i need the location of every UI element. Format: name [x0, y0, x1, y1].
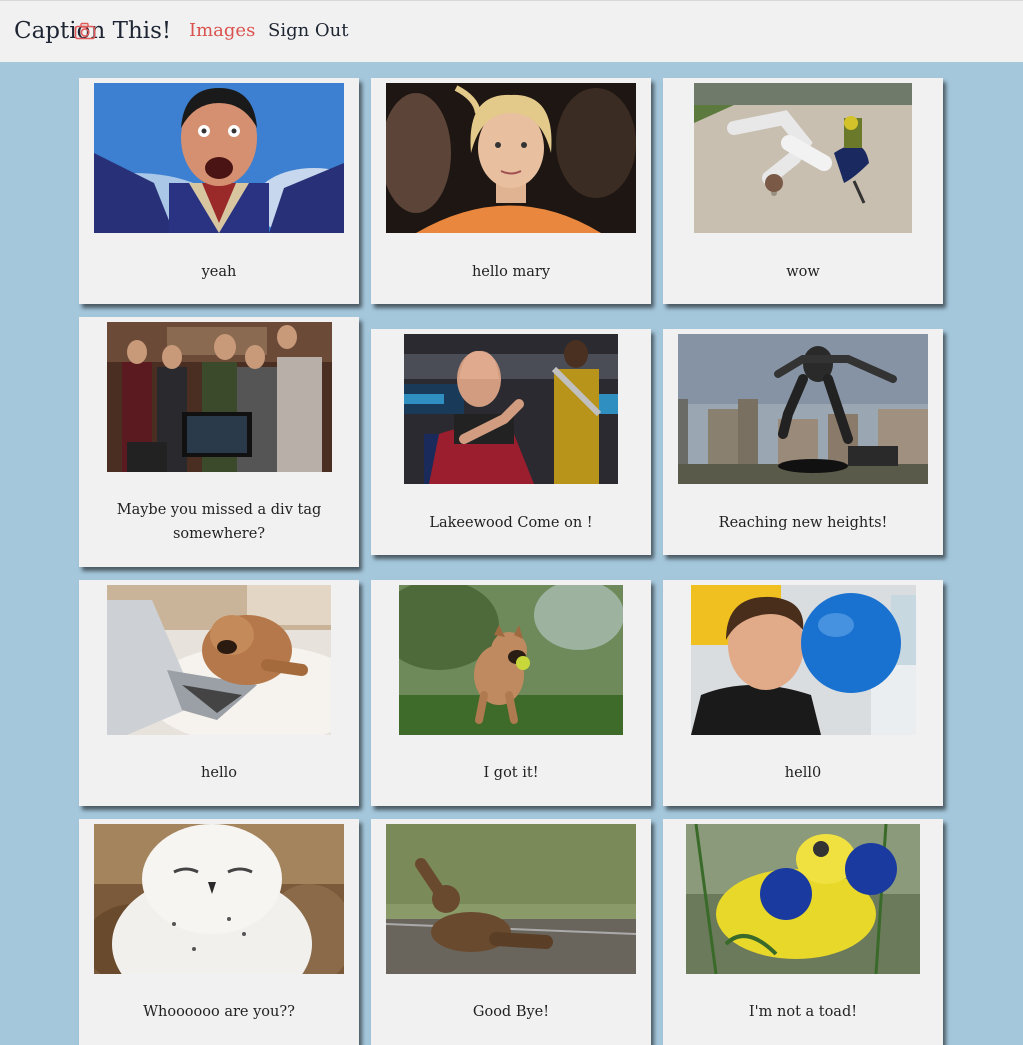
caption-card[interactable]: Good Bye!	[371, 819, 651, 1045]
caption-text: hello	[201, 765, 237, 781]
nav-images-link[interactable]: Images	[189, 20, 256, 41]
puppy-laptop-photo[interactable]	[107, 585, 331, 735]
caption-card[interactable]: yeah	[79, 78, 359, 304]
brand-o: o	[74, 18, 95, 44]
brand-text-start: Capti	[14, 18, 77, 44]
caption-card[interactable]: hello mary	[371, 78, 651, 304]
caption-text: I got it!	[483, 765, 539, 781]
caption-text: wow	[786, 264, 820, 280]
caption-text: Whoooooo are you??	[143, 1004, 295, 1020]
caption-card[interactable]: Whoooooo are you??	[79, 819, 359, 1045]
caption-card[interactable]: hello	[79, 580, 359, 806]
playground-fall-photo[interactable]	[694, 83, 912, 233]
starship-captain-photo[interactable]	[404, 334, 618, 484]
ball-face-photo[interactable]	[691, 585, 916, 735]
caption-text: Good Bye!	[472, 1004, 550, 1020]
bear-waving-photo[interactable]	[386, 824, 636, 974]
camera-icon	[74, 22, 95, 40]
caption-text: Lakeewood Come on !	[429, 515, 593, 531]
snowy-owl-photo[interactable]	[94, 824, 344, 974]
skateboard-jump-photo[interactable]	[678, 334, 928, 484]
navbar: Captio n This! Images Sign Out	[0, 0, 1023, 62]
caption-card[interactable]: Lakeewood Come on !	[371, 329, 651, 555]
caption-card[interactable]: I got it!	[371, 580, 651, 806]
caption-card[interactable]: wow	[663, 78, 943, 304]
caption-text: hello mary	[471, 264, 551, 280]
frog-boxing-photo[interactable]	[686, 824, 920, 974]
caption-text: Reaching new heights!	[718, 515, 888, 531]
caption-text: hell0	[784, 765, 822, 781]
caption-text: I'm not a toad!	[748, 1004, 858, 1020]
dog-ball-photo[interactable]	[399, 585, 623, 735]
caption-card[interactable]: I'm not a toad!	[663, 819, 943, 1045]
nav-signout-link[interactable]: Sign Out	[268, 20, 349, 41]
brand-logo[interactable]: Captio n This!	[14, 18, 171, 44]
group-at-computer-photo[interactable]	[107, 322, 332, 472]
blonde-woman-photo[interactable]	[386, 83, 636, 233]
caption-text: Maybe you missed a div tag somewhere?	[116, 502, 322, 542]
brand-text-end: n This!	[90, 18, 172, 44]
man-screaming-photo[interactable]	[94, 83, 344, 233]
caption-card[interactable]: hell0	[663, 580, 943, 806]
caption-card[interactable]: Reaching new heights!	[663, 329, 943, 555]
caption-text: yeah	[201, 264, 237, 280]
caption-card[interactable]: Maybe you missed a div tag somewhere?	[79, 317, 359, 567]
